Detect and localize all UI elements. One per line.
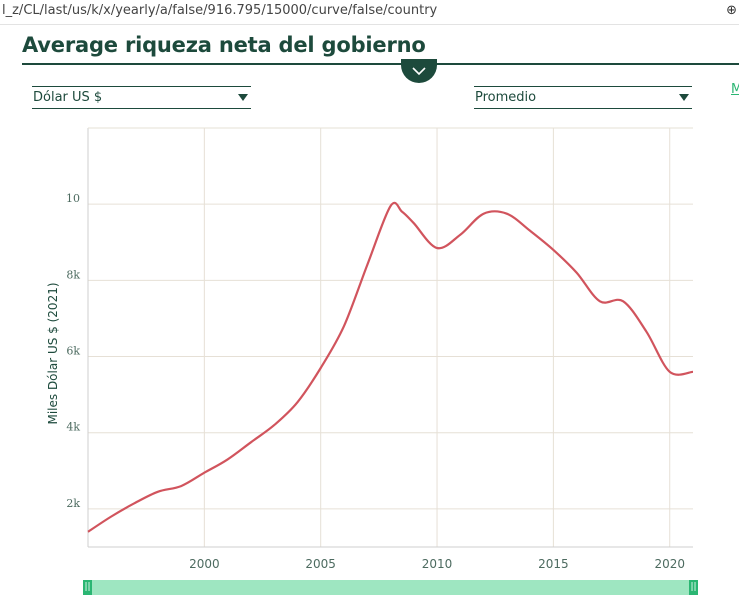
title-divider [22, 63, 739, 65]
url-text[interactable]: l_z/CL/last/us/k/x/yearly/a/false/916.79… [2, 3, 438, 18]
currency-select[interactable]: Dólar US $ [32, 86, 251, 109]
y-tick-label: 10 [66, 192, 80, 205]
y-tick-label: 4k [66, 421, 80, 434]
y-tick-label: 6k [66, 345, 80, 358]
range-slider-right-handle[interactable]: || [689, 580, 698, 595]
series-line [87, 201, 694, 533]
y-axis-label: Miles Dólar US $ (2021) [46, 282, 60, 424]
zoom-icon[interactable]: ⊕ [726, 3, 737, 18]
y-tick-label: 2k [66, 497, 80, 510]
range-slider-track[interactable] [83, 580, 698, 595]
side-link[interactable]: M [731, 82, 739, 97]
measure-select-value: Promedio [475, 90, 537, 105]
y-tick-label: 8k [66, 268, 80, 281]
currency-select-value: Dólar US $ [33, 90, 103, 105]
x-tick-label: 2015 [538, 557, 569, 571]
dropdown-arrow-icon [238, 94, 248, 101]
measure-select[interactable]: Promedio [474, 86, 692, 109]
x-tick-label: 2000 [189, 557, 220, 571]
browser-address-bar[interactable]: l_z/CL/last/us/k/x/yearly/a/false/916.79… [0, 0, 739, 25]
collapse-toggle-button[interactable] [401, 59, 437, 83]
range-slider-left-handle[interactable]: || [83, 580, 92, 595]
line-chart: 2000 2005 2010 2015 2020 2k 4k 6k 8k 10 Miles Dóla… [46, 127, 694, 571]
dropdown-arrow-icon [679, 94, 689, 101]
x-tick-label: 2020 [654, 557, 685, 571]
x-tick-label: 2005 [305, 557, 336, 571]
chevron-down-icon [412, 67, 426, 76]
x-tick-label: 2010 [422, 557, 453, 571]
page-title: Average riqueza neta del gobierno [22, 33, 426, 57]
